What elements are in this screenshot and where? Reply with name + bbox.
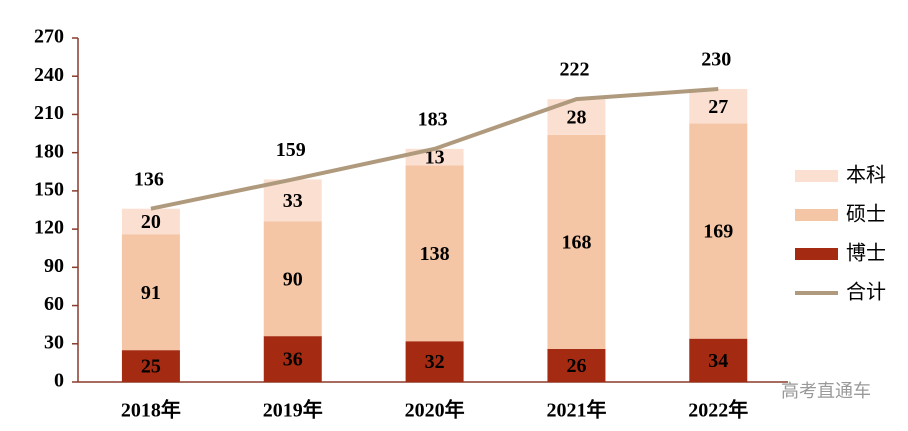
bar-segment [689,123,748,339]
bar-segment [689,338,748,382]
bar-segment [263,179,322,222]
bar-segment [121,350,180,382]
data-label: 28 [566,107,586,129]
data-label: 34 [708,350,728,372]
legend-label: 本科 [846,163,886,187]
data-label: 90 [283,268,303,290]
watermark: 高考直通车 [781,381,871,402]
bar-segment [263,221,322,337]
x-tick-label: 2019年 [263,398,323,422]
total-label: 136 [134,168,164,190]
data-label: 36 [283,349,303,371]
data-label: 138 [420,243,450,265]
x-tick-label: 2018年 [121,398,181,422]
data-label: 26 [566,355,586,377]
bar-segment [405,165,464,342]
x-tick-label: 2020年 [405,398,465,422]
data-label: 13 [425,147,445,169]
legend-label: 硕士 [846,202,886,226]
y-tick-label: 30 [44,331,64,353]
legend-swatch [795,170,838,182]
data-label: 25 [141,356,161,378]
y-tick-label: 90 [44,255,64,277]
data-label: 27 [708,96,728,118]
y-tick-label: 0 [54,370,64,392]
bar-segment [263,336,322,382]
total-label: 159 [276,139,306,161]
y-tick-label: 180 [34,140,64,162]
x-tick-label: 2022年 [688,398,748,422]
bar-segment [121,234,180,351]
data-label: 32 [425,351,445,373]
legend-label: 博士 [846,241,886,265]
bar-segment [547,134,606,349]
y-tick-label: 60 [44,293,64,315]
data-label: 168 [561,231,591,253]
legend-label: 合计 [846,280,886,304]
legend-swatch [795,248,838,260]
bar-segment [547,348,606,382]
data-label: 91 [141,282,161,304]
x-tick-label: 2021年 [546,398,606,422]
y-tick-label: 240 [34,64,64,86]
total-line [150,86,719,211]
legend-swatch [795,209,838,221]
total-label: 230 [701,49,731,71]
total-label: 222 [559,59,589,81]
y-tick-label: 120 [34,217,64,239]
bar-segment [689,88,748,124]
y-tick-label: 210 [34,102,64,124]
data-label: 169 [703,221,733,243]
y-tick-label: 150 [34,178,64,200]
bar-segment [121,208,180,235]
y-tick-label: 270 [34,26,64,48]
data-label: 33 [283,190,303,212]
total-label: 183 [418,108,448,130]
data-label: 20 [141,211,161,233]
bar-segment [405,341,464,382]
